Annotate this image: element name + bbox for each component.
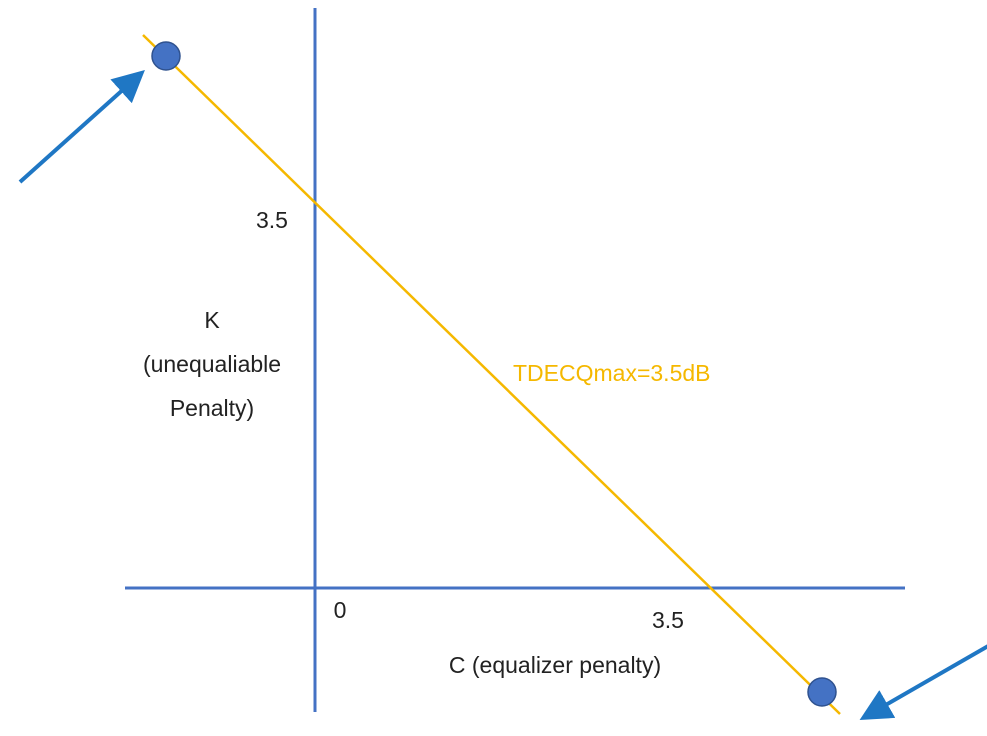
- y-axis-label: Penalty): [170, 395, 254, 421]
- y-axis-label: (unequaliable: [143, 351, 281, 377]
- line-label: TDECQmax=3.5dB: [513, 360, 711, 386]
- x-tick-label: 3.5: [652, 607, 684, 633]
- y-tick-label: 3.5: [256, 207, 288, 233]
- x-axis-label: C (equalizer penalty): [449, 652, 661, 678]
- arrow: [859, 644, 987, 720]
- arrow: [18, 69, 145, 184]
- point: [807, 677, 837, 707]
- x-origin-label: 0: [334, 597, 347, 623]
- tdecq-line: [142, 34, 841, 715]
- y-axis-label: K: [204, 307, 220, 333]
- point: [151, 41, 181, 71]
